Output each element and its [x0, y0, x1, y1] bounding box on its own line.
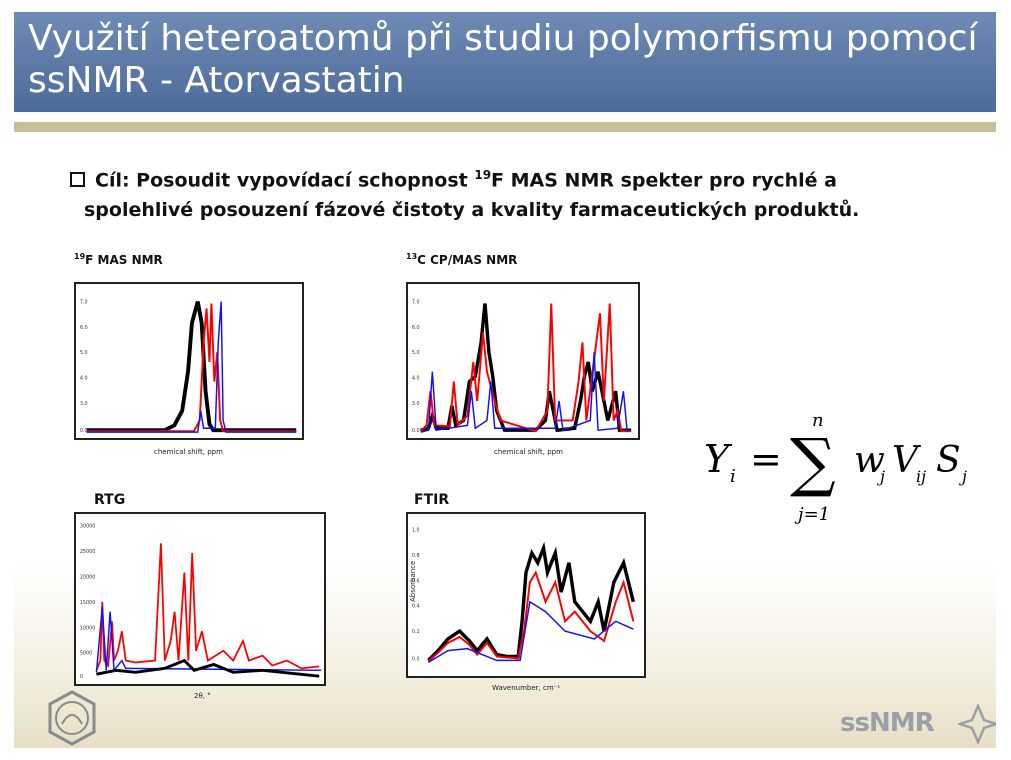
- svg-text:15000: 15000: [80, 600, 96, 606]
- svg-text:5000: 5000: [80, 651, 92, 657]
- svg-text:4.0: 4.0: [80, 376, 88, 382]
- rtg-label: RTG: [94, 492, 126, 508]
- goal-prefix: Cíl: Posoudit vypovídací schopnost: [95, 169, 475, 192]
- title-line-2: ssNMR - Atorvastatin: [28, 60, 405, 101]
- svg-text:30000: 30000: [80, 524, 96, 530]
- ssnmr-logo: ssNMR: [840, 702, 996, 748]
- svg-text:0.0: 0.0: [412, 656, 420, 662]
- f19-label: 19F MAS NMR: [74, 252, 163, 267]
- f19-xlabel: chemical shift, ppm: [154, 448, 223, 456]
- f19-label-sup: 19: [74, 252, 86, 261]
- svg-text:7.0: 7.0: [80, 299, 88, 305]
- slide: Využití heteroatomů při studiu polymorfi…: [14, 12, 996, 748]
- ftir-ylabel: Absorbance: [409, 560, 417, 602]
- formula-term-s-sub: j: [959, 467, 967, 486]
- weighted-sum-formula: Y i = n ∑ j=1 w j V ij S j: [704, 410, 967, 525]
- goal-bullet: Cíl: Posoudit vypovídací schopnost 19F M…: [70, 160, 970, 225]
- title-bar: Využití heteroatomů při studiu polymorfi…: [14, 12, 996, 112]
- c13-label: 13C CP/MAS NMR: [406, 252, 517, 267]
- university-seal-icon: [48, 690, 96, 746]
- goal-rest: F MAS NMR spekter pro rychlé a: [491, 169, 838, 192]
- f19-series-blue: [86, 301, 297, 433]
- formula-lhs-sub: i: [730, 466, 736, 487]
- goal-line-2: spolehlivé posouzení fázové čistoty a kv…: [84, 199, 860, 222]
- c13-label-sup: 13: [406, 252, 418, 261]
- svg-text:10000: 10000: [80, 625, 96, 631]
- title-rule: [14, 122, 996, 132]
- rtg-xlabel: 2θ, °: [194, 692, 211, 700]
- ftir-label: FTIR: [414, 492, 450, 508]
- c13-spectrum-plot: 7.0 6.0 5.0 4.0 3.0 0.0: [406, 282, 640, 440]
- checkbox-bullet-icon: [70, 172, 85, 188]
- formula-eq: =: [750, 437, 782, 481]
- formula-upper: n: [812, 410, 824, 431]
- c13-label-text: C CP/MAS NMR: [417, 253, 518, 267]
- f19-spectrum-plot: 7.0 6.0 5.0 4.0 3.0 0.0: [74, 282, 304, 440]
- c13-series-red: [419, 303, 632, 433]
- svg-text:3.0: 3.0: [412, 401, 420, 407]
- svg-text:6.0: 6.0: [80, 325, 88, 331]
- goal-sup: 19: [474, 168, 492, 182]
- ftir-xlabel: Wavenumber, cm⁻¹: [492, 684, 561, 692]
- svg-text:0.0: 0.0: [412, 428, 420, 434]
- formula-lower: j=1: [794, 504, 830, 525]
- svg-text:5.0: 5.0: [80, 350, 88, 356]
- ftir-spectrum-plot: 1.0 0.8 0.6 0.4 0.2 0.0: [406, 512, 646, 678]
- formula-term-v-sub: ij: [916, 467, 926, 486]
- svg-text:0.4: 0.4: [412, 604, 420, 610]
- svg-text:5.0: 5.0: [412, 350, 420, 356]
- f19-label-text: F MAS NMR: [85, 253, 163, 267]
- formula-term-w: w: [854, 440, 885, 481]
- formula-term-w-sub: j: [877, 467, 885, 486]
- f19-series-black: [86, 301, 297, 433]
- ftir-series-black: [427, 541, 636, 662]
- svg-text:20000: 20000: [80, 574, 96, 580]
- star-logo-icon: [958, 704, 996, 744]
- c13-xlabel: chemical shift, ppm: [494, 448, 563, 456]
- formula-term-v: V: [892, 440, 922, 481]
- svg-text:0.6: 0.6: [412, 578, 420, 584]
- formula-sigma: ∑: [790, 426, 836, 500]
- svg-text:4.0: 4.0: [412, 376, 420, 382]
- ftir-series-blue: [428, 600, 634, 663]
- ssnmr-logo-text: ssNMR: [840, 708, 935, 738]
- svg-text:0: 0: [80, 674, 83, 680]
- title-line-1: Využití heteroatomů při studiu polymorfi…: [28, 18, 978, 59]
- svg-text:6.0: 6.0: [412, 325, 420, 331]
- svg-text:3.0: 3.0: [80, 401, 88, 407]
- c13-series-blue: [420, 352, 629, 433]
- rtg-pattern-plot: 30000 25000 20000 15000 10000 5000 0: [74, 512, 326, 686]
- rtg-series-blue: [95, 606, 322, 673]
- c13-series-black: [420, 303, 632, 433]
- rtg-series-black: [96, 658, 320, 678]
- svg-text:7.0: 7.0: [412, 299, 420, 305]
- ftir-series-red: [427, 570, 635, 663]
- svg-text:0.2: 0.2: [412, 629, 420, 635]
- formula-lhs: Y: [704, 437, 733, 481]
- rtg-series-red: [95, 543, 320, 671]
- formula-term-s: S: [936, 440, 961, 481]
- svg-text:0.8: 0.8: [412, 553, 420, 559]
- svg-text:0.0: 0.0: [80, 428, 88, 434]
- svg-text:25000: 25000: [80, 549, 96, 555]
- svg-text:1.0: 1.0: [412, 528, 420, 534]
